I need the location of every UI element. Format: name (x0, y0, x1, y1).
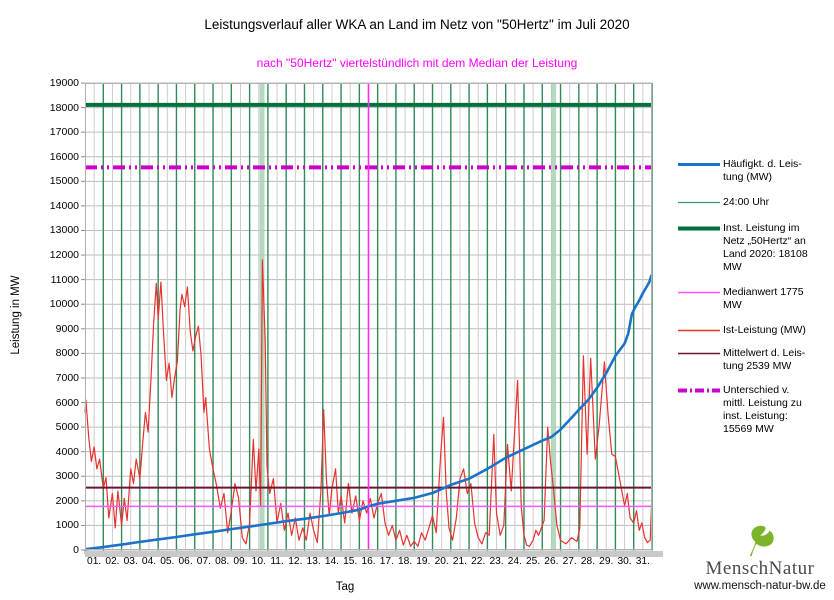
y-tick-label: 0 (73, 544, 79, 556)
legend-item: Ist-Leistung (MW) (678, 324, 830, 337)
x-axis-title: Tag (335, 581, 355, 593)
plot-area (81, 82, 653, 554)
x-tick-label: 16. (361, 556, 376, 567)
x-tick-label: 14. (324, 556, 339, 567)
legend-swatch (678, 352, 720, 355)
x-tick-label: 30. (617, 556, 632, 567)
x-tick-label: 27. (562, 556, 577, 567)
y-axis-title: Leistung in MW (10, 275, 22, 355)
legend-item: Medianwert 1775 MW (678, 286, 830, 312)
y-tick-label: 4000 (55, 445, 79, 458)
legend-label: Medianwert 1775 MW (723, 286, 804, 311)
y-tick-label: 1000 (55, 519, 79, 532)
y-tick-label: 10000 (49, 298, 79, 311)
legend-label: Inst. Leistung im Netz „50Hertz“ an Land… (723, 222, 808, 273)
x-tick-label: 02. (105, 556, 120, 567)
logo: MenschNatur www.mensch-natur-bw.de (690, 520, 830, 598)
x-tick-label: 24. (507, 556, 522, 567)
y-tick-label: 13000 (49, 224, 79, 237)
y-tick-label: 14000 (49, 199, 79, 212)
y-tick-label: 5000 (55, 421, 79, 434)
x-tick-label: 18. (397, 556, 413, 567)
legend-label: 24:00 Uhr (723, 196, 770, 208)
x-tick-label: 10. (251, 556, 266, 567)
x-tick-label: 26. (544, 556, 559, 567)
chart-title: Leistungsverlauf aller WKA an Land im Ne… (204, 17, 630, 32)
x-tick-label: 09. (233, 556, 248, 567)
y-tick-label: 15000 (49, 175, 79, 188)
legend-item: Häufigkt. d. Leis- tung (MW) (678, 158, 830, 184)
legend-swatch (678, 329, 720, 332)
legend-item: Mittelwert d. Leis- tung 2539 MW (678, 347, 830, 373)
y-tick-label: 18000 (49, 101, 79, 114)
legend-label: Ist-Leistung (MW) (723, 324, 806, 336)
legend-label: Unterschied v. mittl. Leistung zu inst. … (723, 384, 802, 435)
y-tick-label: 7000 (55, 371, 79, 384)
legend-item: Unterschied v. mittl. Leistung zu inst. … (678, 384, 830, 436)
logo-url: www.mensch-natur-bw.de (694, 580, 826, 592)
x-tick-label: 31. (635, 556, 650, 567)
legend: Häufigkt. d. Leis- tung (MW) 24:00 Uhr Ins… (678, 0, 830, 600)
x-tick-label: 17. (379, 556, 394, 567)
legend-swatch (678, 291, 720, 294)
y-tick-label: 17000 (49, 126, 79, 139)
x-tick-label: 13. (306, 556, 321, 567)
y-tick-label: 9000 (55, 322, 79, 335)
y-tick-label: 16000 (49, 150, 79, 163)
x-tick-label: 03. (123, 556, 138, 567)
x-tick-label: 04. (141, 556, 157, 567)
y-tick-label: 11000 (50, 273, 79, 286)
logo-text: MenschNatur (705, 558, 815, 579)
x-tick-label: 23. (489, 556, 504, 567)
legend-item: 24:00 Uhr (678, 196, 830, 209)
y-tick-label: 12000 (49, 249, 79, 262)
x-tick-label: 12. (288, 556, 303, 567)
x-tick-label: 01. (87, 556, 102, 567)
x-tick-label: 25. (526, 556, 541, 567)
x-tick-label: 21. (452, 556, 468, 567)
legend-label: Mittelwert d. Leis- tung 2539 MW (723, 347, 806, 372)
legend-item: Inst. Leistung im Netz „50Hertz“ an Land… (678, 222, 830, 274)
legend-label: Häufigkt. d. Leis- tung (MW) (723, 158, 802, 183)
x-tick-label: 29. (599, 556, 614, 567)
x-tick-label: 06. (178, 556, 193, 567)
y-tick-label: 8000 (55, 347, 79, 360)
x-tick-label: 07. (196, 556, 211, 567)
x-tick-label: 08. (215, 556, 230, 567)
x-tick-label: 22. (471, 556, 486, 567)
legend-swatch (678, 226, 720, 231)
legend-swatch (678, 201, 720, 204)
legend-swatch (678, 388, 720, 393)
x-tick-label: 11. (270, 556, 284, 567)
chart-subtitle: nach "50Hertz" viertelstündlich mit dem … (256, 56, 578, 70)
y-tick-label: 19000 (49, 77, 79, 89)
y-tick-label: 3000 (55, 470, 79, 483)
y-tick-label: 2000 (55, 494, 79, 507)
ginkgo-leaf-icon (749, 525, 774, 556)
x-tick-label: 19. (416, 556, 431, 567)
x-axis-baseline (85, 551, 663, 557)
x-tick-label: 15. (343, 556, 358, 567)
x-tick-label: 28. (580, 556, 596, 567)
x-tick-label: 20. (434, 556, 449, 567)
y-tick-label: 6000 (55, 396, 79, 409)
x-tick-label: 05. (160, 556, 175, 567)
legend-swatch (678, 163, 720, 166)
